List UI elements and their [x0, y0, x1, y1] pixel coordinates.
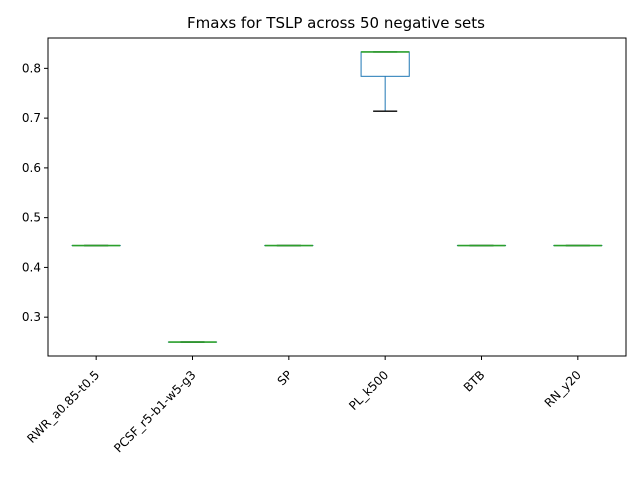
- x-tick-label: BTB: [461, 368, 488, 395]
- y-tick-label: 0.4: [22, 260, 41, 274]
- y-tick-label: 0.3: [22, 310, 41, 324]
- axes-frame: [47, 37, 627, 357]
- x-tick-label: RWR_a0.85-t0.5: [24, 368, 102, 446]
- x-tick-label: RN_y20: [542, 368, 584, 410]
- x-axis: RWR_a0.85-t0.5 PCSF_r5-b1-w5-g3 SP PL_k500 B…: [24, 356, 584, 455]
- box-iqr: [360, 51, 410, 77]
- y-tick-label: 0.5: [22, 211, 41, 225]
- box-group: [360, 51, 410, 112]
- x-tick-label: PCSF_r5-b1-w5-g3: [111, 368, 198, 455]
- y-axis: 0.3 0.4 0.5 0.6 0.7 0.8: [22, 61, 48, 324]
- y-tick-label: 0.8: [22, 61, 41, 75]
- y-tick-label: 0.6: [22, 161, 41, 175]
- plot-area: [71, 51, 603, 343]
- y-tick-label: 0.7: [22, 111, 41, 125]
- chart-title: Fmaxs for TSLP across 50 negative sets: [187, 14, 485, 32]
- x-tick-label: PL_k500: [346, 368, 391, 413]
- x-tick-label: SP: [275, 368, 295, 388]
